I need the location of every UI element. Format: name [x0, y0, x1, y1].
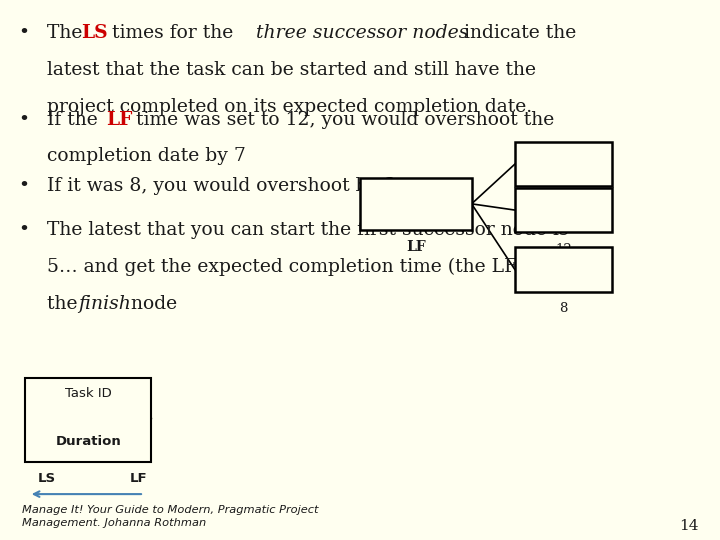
Text: 8: 8	[559, 302, 567, 315]
Text: Manage It! Your Guide to Modern, Pragmatic Project
Management. Johanna Rothman: Manage It! Your Guide to Modern, Pragmat…	[22, 505, 318, 528]
Text: times for the: times for the	[106, 24, 239, 42]
FancyBboxPatch shape	[360, 178, 472, 230]
Text: Task ID: Task ID	[65, 387, 112, 400]
Text: Duration: Duration	[55, 435, 121, 448]
Text: The latest that you can start the first successor node is: The latest that you can start the first …	[47, 221, 568, 239]
Text: LF: LF	[107, 111, 133, 129]
Text: finish: finish	[78, 295, 131, 313]
Text: 5… and get the expected completion time (the LF for: 5… and get the expected completion time …	[47, 258, 550, 276]
FancyBboxPatch shape	[515, 142, 612, 186]
Text: If it was 8, you would overshoot by 3: If it was 8, you would overshoot by 3	[47, 177, 396, 195]
Text: indicate the: indicate the	[458, 24, 576, 42]
FancyBboxPatch shape	[515, 247, 612, 292]
Text: •: •	[18, 221, 29, 239]
Text: 5: 5	[559, 197, 567, 210]
Text: project completed on its expected completion date.: project completed on its expected comple…	[47, 98, 532, 116]
Text: The: The	[47, 24, 88, 42]
Text: •: •	[18, 24, 29, 42]
Text: LF: LF	[130, 472, 147, 485]
FancyBboxPatch shape	[25, 378, 151, 462]
Text: 12: 12	[555, 243, 572, 256]
Text: latest that the task can be started and still have the: latest that the task can be started and …	[47, 61, 536, 79]
Text: LS: LS	[38, 472, 56, 485]
Text: If the: If the	[47, 111, 104, 129]
FancyBboxPatch shape	[515, 188, 612, 232]
Text: •: •	[18, 177, 29, 195]
Text: completion date by 7: completion date by 7	[47, 147, 246, 165]
Text: node: node	[125, 295, 177, 313]
Text: 14: 14	[679, 519, 698, 534]
Text: LS: LS	[81, 24, 108, 42]
Text: LF: LF	[406, 240, 426, 254]
Text: three successor nodes: three successor nodes	[256, 24, 469, 42]
Text: •: •	[18, 111, 29, 129]
Text: the: the	[47, 295, 84, 313]
Text: time was set to 12, you would overshoot the: time was set to 12, you would overshoot …	[130, 111, 554, 129]
